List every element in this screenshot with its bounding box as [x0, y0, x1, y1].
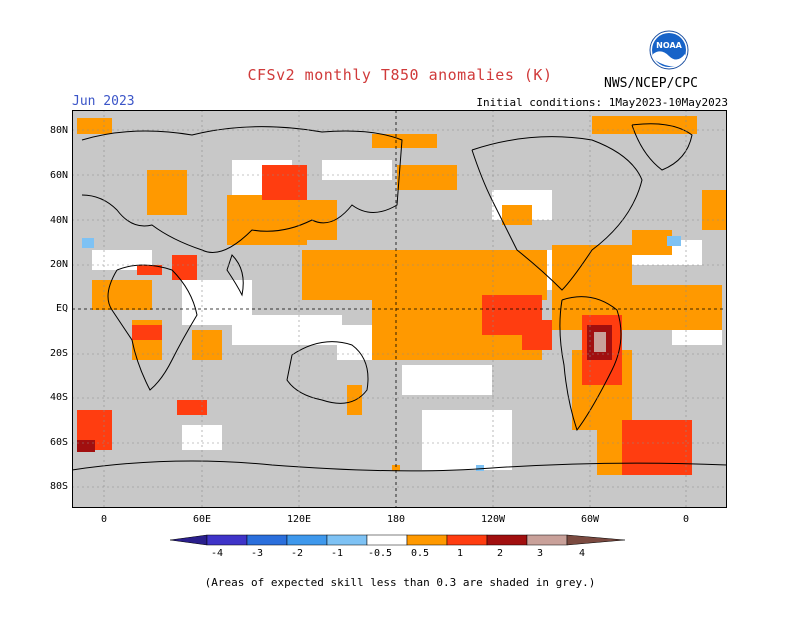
lat-label-40s: 40S	[49, 392, 68, 403]
lon-label-0-east: 0	[682, 514, 690, 525]
lat-label-40n: 40N	[49, 215, 68, 226]
colorbar-label-neg4: -4	[210, 548, 224, 559]
colorbar-label-neg05: -0.5	[367, 548, 393, 559]
colorbar-swatch-4	[326, 534, 368, 546]
lon-label-180: 180	[386, 514, 406, 525]
colorbar-swatch-8	[486, 534, 528, 546]
lat-label-eq: EQ	[55, 303, 68, 314]
colorbar-swatch-1	[206, 534, 248, 546]
colorbar-label-neg2: -2	[290, 548, 304, 559]
colorbar-swatch-7	[446, 534, 488, 546]
forecast-month: Jun 2023	[72, 94, 135, 109]
anomaly-map	[72, 110, 727, 508]
colorbar	[170, 534, 626, 546]
map-frame	[72, 110, 727, 508]
warm-anomaly-tan	[594, 332, 606, 352]
lat-label-60s: 60S	[49, 437, 68, 448]
colorbar-label-05: 0.5	[410, 548, 430, 559]
lon-label-60w: 60W	[580, 514, 600, 525]
colorbar-label-neg3: -3	[250, 548, 264, 559]
lon-label-120w: 120W	[480, 514, 506, 525]
lat-lon-grid	[72, 110, 727, 508]
initial-conditions: Initial conditions: 1May2023-10May2023	[476, 96, 728, 109]
colorbar-label-neg1: -1	[330, 548, 344, 559]
colorbar-label-4: 4	[578, 548, 586, 559]
lat-label-80s: 80S	[49, 481, 68, 492]
colorbar-label-1: 1	[456, 548, 464, 559]
lat-label-80n: 80N	[49, 125, 68, 136]
colorbar-swatch-gt4	[566, 534, 626, 546]
colorbar-label-2: 2	[496, 548, 504, 559]
lat-label-20s: 20S	[49, 348, 68, 359]
lat-label-20n: 20N	[49, 259, 68, 270]
lon-label-0: 0	[100, 514, 108, 525]
cold-anomaly-lightblue	[82, 236, 681, 471]
colorbar-label-3: 3	[536, 548, 544, 559]
lon-label-120e: 120E	[286, 514, 312, 525]
colorbar-swatch-9	[526, 534, 568, 546]
colorbar-swatch-5	[366, 534, 408, 546]
coastlines	[72, 123, 727, 472]
noaa-logo-text: NOAA	[656, 41, 682, 50]
lat-label-60n: 60N	[49, 170, 68, 181]
noaa-logo: NOAA	[649, 30, 689, 70]
colorbar-swatch-3	[286, 534, 328, 546]
colorbar-swatch-6	[406, 534, 448, 546]
colorbar-swatch-lt-4	[170, 534, 208, 546]
skill-footnote: (Areas of expected skill less than 0.3 a…	[204, 576, 596, 589]
colorbar-swatch-2	[246, 534, 288, 546]
lon-label-60e: 60E	[192, 514, 212, 525]
agency-label: NWS/NCEP/CPC	[604, 76, 698, 91]
map-title: CFSv2 monthly T850 anomalies (K)	[247, 66, 553, 84]
